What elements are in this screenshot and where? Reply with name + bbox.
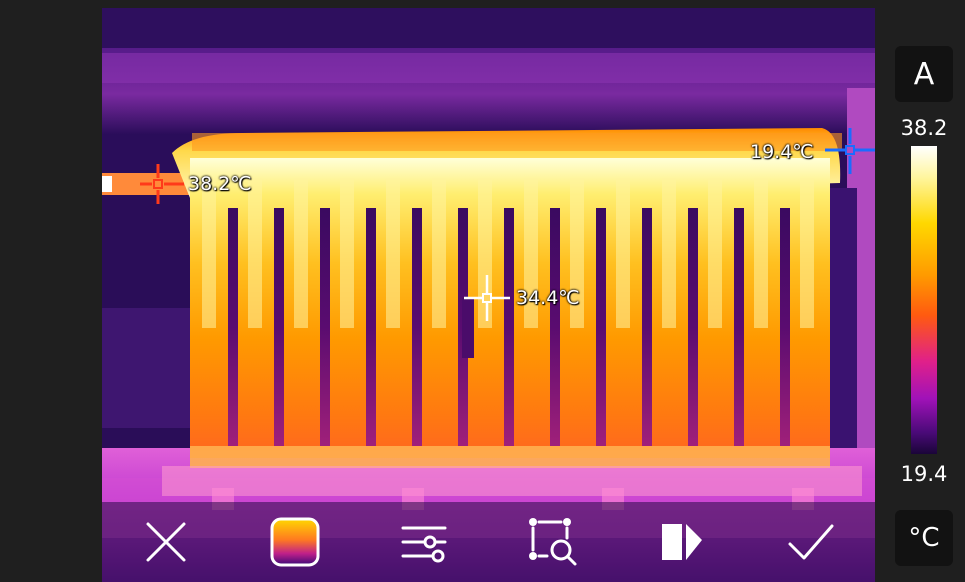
region-measure-button[interactable]	[523, 512, 583, 572]
close-button[interactable]	[136, 512, 196, 572]
left-bezel	[0, 0, 102, 582]
center-temperature-spot[interactable]: 34.4℃	[464, 275, 664, 321]
close-icon	[146, 522, 186, 562]
check-icon	[788, 524, 834, 560]
sliders-icon	[401, 526, 447, 563]
bottom-toolbar	[102, 502, 875, 582]
region-measure-icon	[528, 518, 577, 566]
max-temperature-label: 38.2℃	[188, 173, 252, 195]
palette-button[interactable]	[265, 512, 325, 572]
image-fusion-icon	[661, 524, 702, 560]
scale-max-value: 38.2	[900, 116, 948, 140]
min-crosshair-icon	[825, 128, 875, 174]
temperature-color-bar	[911, 146, 937, 454]
palette-icon	[270, 517, 320, 567]
center-crosshair-icon	[464, 275, 510, 321]
min-temperature-spot[interactable]: 19.4℃	[750, 128, 875, 174]
scale-min-value: 19.4	[900, 462, 948, 486]
center-temperature-label: 34.4℃	[516, 287, 580, 309]
min-temperature-label: 19.4℃	[750, 141, 814, 163]
confirm-button[interactable]	[781, 512, 841, 572]
right-panel: A 38.2 19.4 °C	[875, 0, 965, 582]
auto-range-button[interactable]: A	[895, 46, 953, 102]
max-temperature-spot[interactable]: 38.2℃	[140, 164, 340, 204]
thermal-image[interactable]: 38.2℃ 34.4℃ 19.4℃	[102, 8, 875, 582]
image-fusion-button[interactable]	[652, 512, 712, 572]
temperature-unit-button[interactable]: °C	[895, 510, 953, 566]
max-crosshair-icon	[140, 164, 184, 204]
settings-sliders-button[interactable]	[394, 512, 454, 572]
